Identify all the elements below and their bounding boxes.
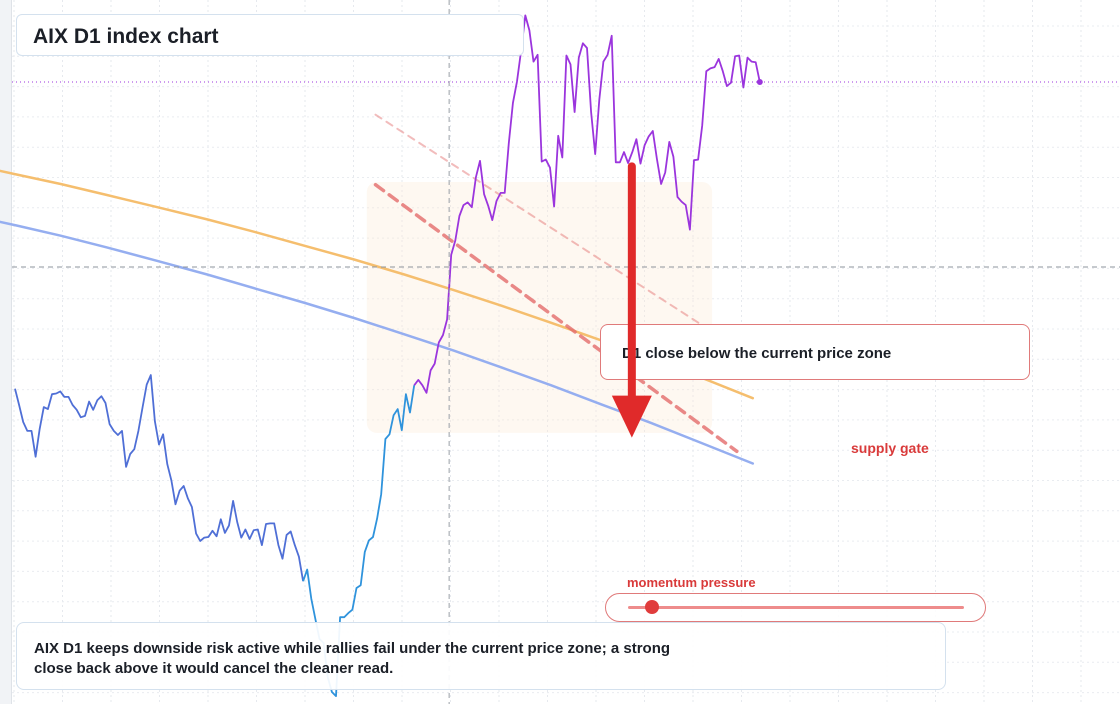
last-price-marker <box>756 79 763 86</box>
resistance_blue-line <box>0 220 755 465</box>
momentum-gauge <box>605 593 986 622</box>
channel-line <box>374 113 734 346</box>
signal-callout: D1 close below the current price zone <box>600 324 1030 380</box>
summary-text: AIX D1 keeps downside risk active while … <box>34 640 671 677</box>
momentum-knob <box>644 600 659 614</box>
uptrend-series-line <box>413 14 761 394</box>
left-margin-strip <box>0 0 11 704</box>
signal-callout-text: D1 close below the current price zone <box>622 345 892 362</box>
chart-overlay <box>12 0 1120 704</box>
supply-gate-label: supply gate <box>851 440 929 456</box>
summary-panel: AIX D1 keeps downside risk active while … <box>16 622 946 690</box>
chart-title-panel: AIX D1 index chart <box>16 14 524 56</box>
momentum-label: momentum pressure <box>627 575 756 590</box>
momentum-bar <box>628 606 964 609</box>
downtrend-series-line <box>14 374 304 582</box>
trend-lines <box>0 113 755 465</box>
channel-line <box>373 182 739 454</box>
chart-title: AIX D1 index chart <box>33 25 219 48</box>
